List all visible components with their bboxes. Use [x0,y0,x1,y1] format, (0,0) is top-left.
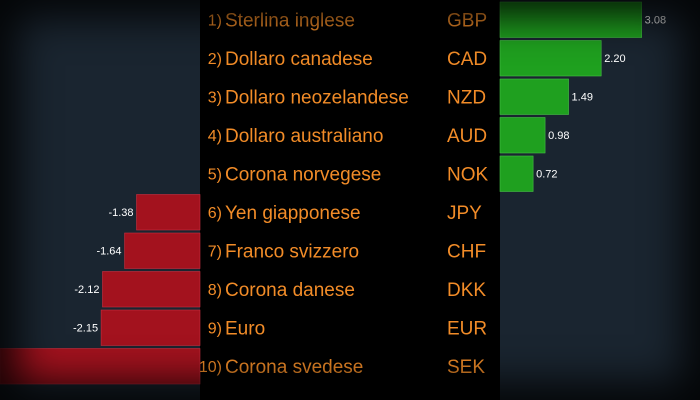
currency-name-nzd: Dollaro neozelandese [225,87,409,108]
currency-code-dkk: DKK [447,280,486,301]
currency-name-jpy: Yen giapponese [225,203,361,224]
rank-label-4: 4) [208,128,222,145]
currency-code-aud: AUD [447,126,487,147]
currency-code-jpy: JPY [447,203,482,224]
value-label-jpy: -1.38 [108,207,133,219]
currency-name-sek: Corona svedese [225,357,363,378]
label-panel [200,0,500,400]
currency-name-chf: Franco svizzero [225,241,359,262]
bar-chf [124,232,201,269]
currency-code-cad: CAD [447,49,487,70]
rank-label-2: 2) [208,51,222,68]
value-label-eur: -2.15 [73,322,98,334]
currency-code-chf: CHF [447,241,486,262]
currency-name-nok: Corona norvegese [225,164,381,185]
currency-name-dkk: Corona danese [225,280,355,301]
rank-label-1: 1) [208,12,222,29]
rank-label-5: 5) [208,166,222,183]
rank-label-6: 6) [208,205,222,222]
currency-code-sek: SEK [447,357,485,378]
bar-jpy [136,194,201,231]
currency-code-eur: EUR [447,318,487,339]
value-label-dkk: -2.12 [74,284,99,296]
bar-sek [0,348,201,385]
currency-name-eur: Euro [225,318,265,339]
value-label-gbp: 3.08 [645,14,666,26]
currency-code-nok: NOK [447,164,489,185]
value-label-aud: 0.98 [548,130,569,142]
value-label-nok: 0.72 [536,168,557,180]
bar-cad [499,40,602,77]
value-label-chf: -1.64 [96,245,121,257]
bar-gbp [499,1,642,38]
rank-label-9: 9) [208,320,222,337]
value-label-nzd: 1.49 [572,91,593,103]
bar-nok [499,155,534,192]
bar-eur [100,309,201,346]
currency-name-aud: Dollaro australiano [225,126,383,147]
bar-dkk [102,271,201,308]
bar-aud [499,117,546,154]
value-label-cad: 2.20 [604,53,625,65]
currency-code-nzd: NZD [447,87,486,108]
currency-code-gbp: GBP [447,10,487,31]
currency-name-cad: Dollaro canadese [225,49,373,70]
rank-label-8: 8) [208,282,222,299]
currency-name-gbp: Sterlina inglese [225,10,355,31]
rank-label-3: 3) [208,89,222,106]
rank-label-7: 7) [208,243,222,260]
bar-nzd [499,78,569,115]
rank-label-10: 10) [199,359,222,376]
